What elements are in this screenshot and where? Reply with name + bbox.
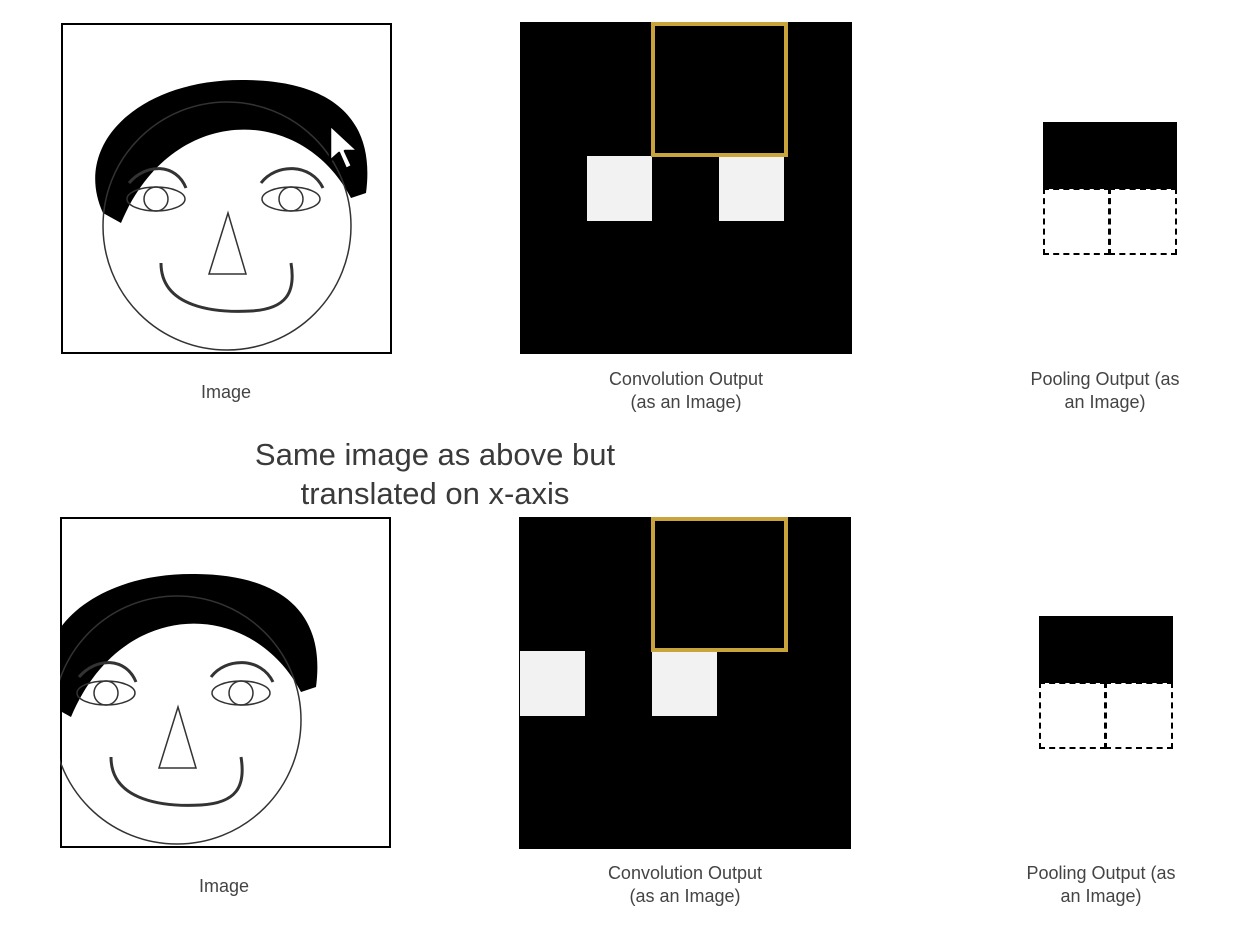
left-eyebrow xyxy=(127,167,188,189)
input-image-top xyxy=(61,23,392,354)
nose xyxy=(207,210,248,275)
pooling-output-bottom xyxy=(1039,616,1173,750)
pooling-window-highlight xyxy=(651,22,788,157)
face-outline xyxy=(102,101,352,351)
right-pupil xyxy=(228,680,254,706)
right-eyebrow xyxy=(209,661,275,683)
activation-cell xyxy=(652,651,717,716)
pooled-cell-black xyxy=(1043,122,1177,189)
activation-cell xyxy=(520,651,585,716)
nose xyxy=(157,704,198,769)
convolution-output-bottom xyxy=(519,517,851,849)
pooled-cell-empty xyxy=(1043,188,1110,255)
right-eyebrow xyxy=(259,167,325,189)
image-caption-bottom: Image xyxy=(198,876,250,896)
pool-caption-top: Pooling Output (as an Image) xyxy=(1030,369,1180,412)
mouth xyxy=(159,262,294,313)
pooled-cell-empty xyxy=(1105,682,1173,749)
image-caption-top: Image xyxy=(200,382,252,402)
right-pupil xyxy=(278,186,304,212)
mouse-pointer-icon xyxy=(328,123,360,171)
face-outline xyxy=(60,595,302,845)
pooled-cell-empty xyxy=(1109,188,1177,255)
activation-cell xyxy=(719,156,784,221)
pooled-cell-empty xyxy=(1039,682,1106,749)
input-image-bottom xyxy=(60,517,391,848)
pooled-cell-black xyxy=(1039,616,1173,683)
left-pupil xyxy=(93,680,119,706)
conv-caption-top: Convolution Output (as an Image) xyxy=(608,369,764,412)
conv-caption-bottom: Convolution Output (as an Image) xyxy=(607,863,763,906)
face-bottom xyxy=(60,573,318,845)
pool-caption-bottom: Pooling Output (as an Image) xyxy=(1026,863,1176,906)
convolution-output-top xyxy=(520,22,852,354)
left-pupil xyxy=(143,186,169,212)
pooling-window-highlight xyxy=(651,517,788,652)
activation-cell xyxy=(587,156,652,221)
mouth xyxy=(109,756,244,807)
hat-shape xyxy=(95,79,368,223)
hat-shape xyxy=(60,573,318,717)
translation-heading: Same image as above but translated on x-… xyxy=(254,437,616,511)
face-top xyxy=(95,79,368,351)
left-eyebrow xyxy=(77,661,138,683)
pooling-output-top xyxy=(1043,122,1177,256)
